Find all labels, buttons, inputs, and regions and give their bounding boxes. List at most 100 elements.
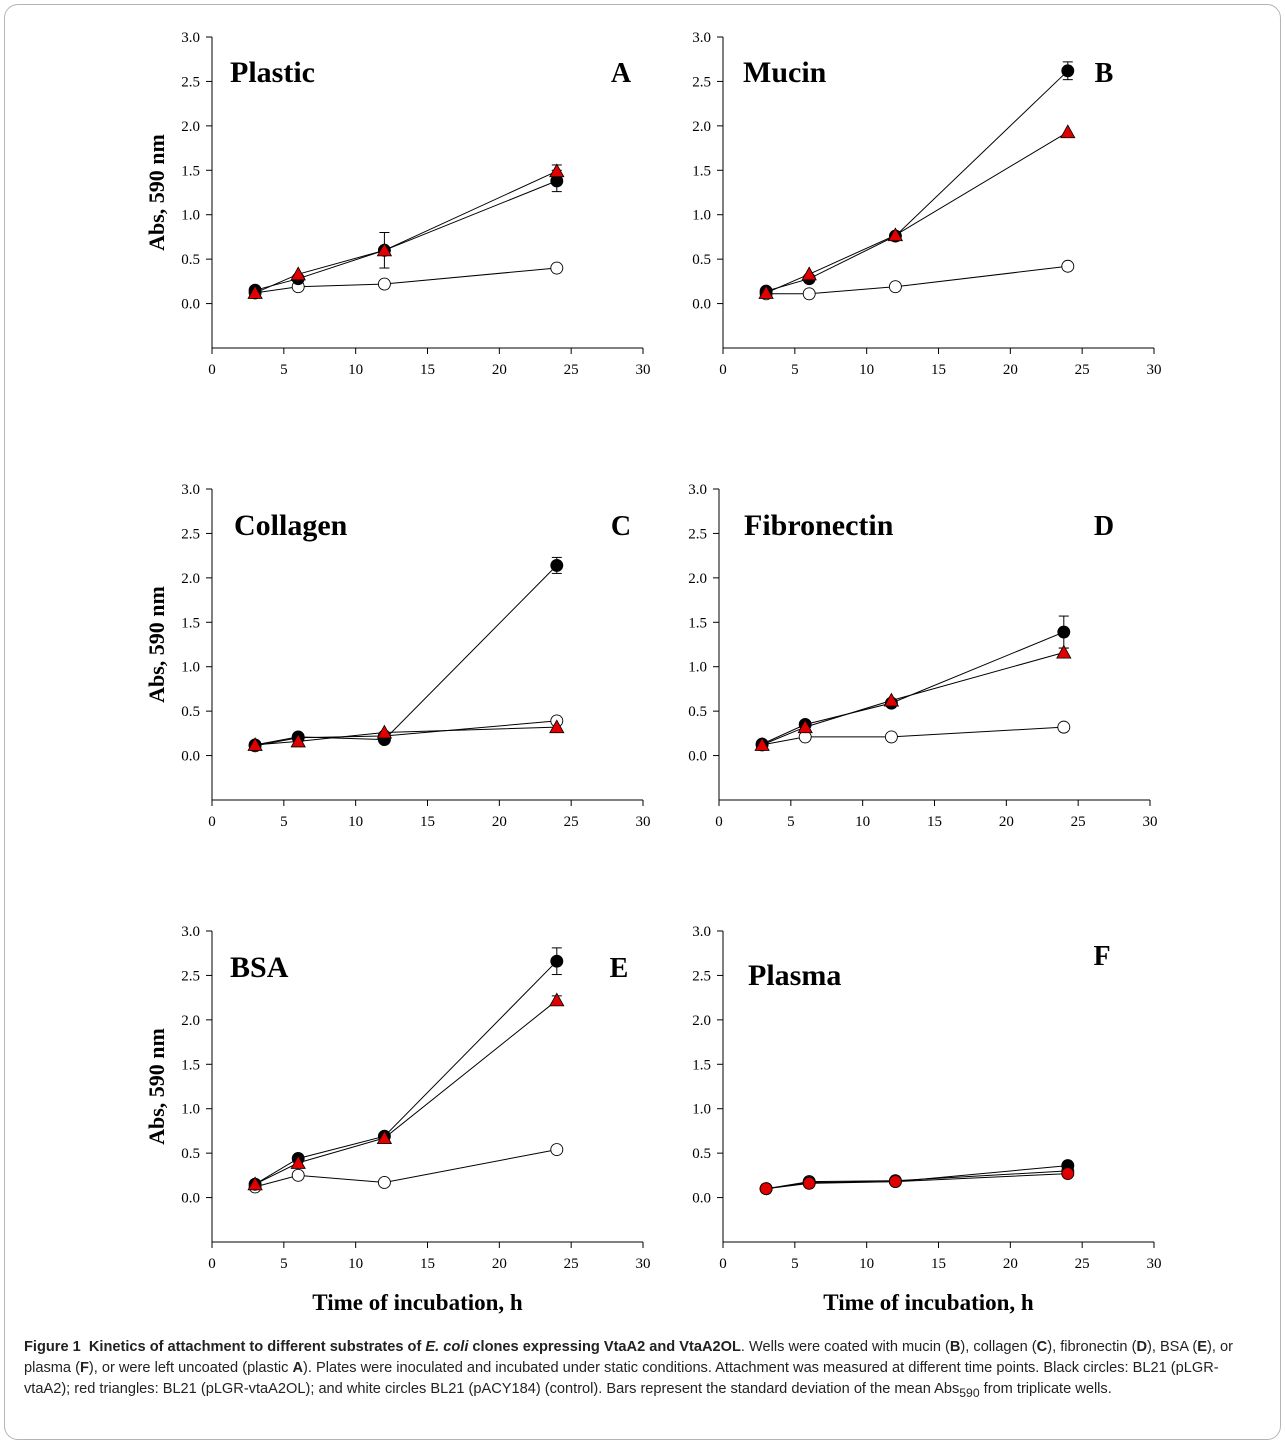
- panel-f-letter: F: [1093, 941, 1110, 972]
- panel-b-series-0-point: [1061, 259, 1075, 273]
- panel-a-y-tick-label: 0.5: [181, 252, 200, 268]
- panel-c-series-2-point: [290, 733, 306, 748]
- panel-b-y-tick-label: 2.5: [692, 74, 711, 90]
- panel-d-series-2-line: [761, 652, 1064, 746]
- panel-b-x-tick-label: 30: [1147, 362, 1162, 378]
- panel-c-series-1-point: [550, 558, 564, 572]
- panel-f-y-tick-label: 2.5: [692, 968, 711, 984]
- panel-d-x-tick-label: 10: [855, 814, 870, 830]
- panel-c-x-tick-label: 30: [636, 814, 651, 830]
- panel-b-series-2-point: [758, 285, 774, 299]
- figure-caption: Figure 1 Kinetics of attachment to diffe…: [24, 1337, 1264, 1404]
- panel-e-x-tick-label: 20: [492, 1256, 507, 1272]
- panel-e-series-0-point: [550, 1143, 564, 1157]
- panel-a-y-tick-label: 1.5: [181, 163, 200, 179]
- panel-d-y-tick-label: 3.0: [688, 482, 707, 498]
- panel-b-title: Mucin: [743, 56, 827, 89]
- panel-d-y-tick-label: 0.5: [688, 704, 707, 720]
- panel-e-y-tick-label: 2.5: [181, 968, 200, 984]
- panel-f-x-tick-label: 10: [859, 1256, 874, 1272]
- panel-d-series-2-point: [797, 719, 813, 734]
- panel-a-y-tick-label: 1.0: [181, 208, 200, 224]
- panel-d-series-0-point: [884, 730, 898, 744]
- caption-title-pre: Kinetics of attachment to different subs…: [88, 1339, 426, 1355]
- panel-d-x-tick-label: 30: [1143, 814, 1158, 830]
- panel-c-title: Collagen: [234, 509, 348, 542]
- panel-e-series-2-point: [247, 1176, 263, 1191]
- caption-text: ), collagen (: [960, 1339, 1037, 1355]
- panel-f-title: Plasma: [748, 959, 841, 992]
- panel-e-series-0-point: [377, 1176, 391, 1189]
- panel-e-y-tick-label: 3.0: [181, 924, 200, 940]
- panel-d-x-tick-label: 20: [999, 814, 1014, 830]
- panel-b-x-tick-label: 10: [859, 362, 874, 378]
- panel-e-y-axis-label: Abs, 590 nm: [144, 1028, 169, 1145]
- panel-a-x-tick-label: 10: [348, 362, 363, 378]
- panel-e-y-tick-label: 2.0: [181, 1013, 200, 1029]
- caption-text: ), or were left uncoated (plastic: [88, 1360, 293, 1376]
- panel-c-x-tick-label: 25: [564, 814, 579, 830]
- panel-c-y-tick-label: 2.0: [181, 571, 200, 587]
- panel-a-y-tick-label: 3.0: [181, 30, 200, 46]
- panel-c-x-tick-label: 20: [492, 814, 507, 830]
- panel-d-y-tick-label: 1.5: [688, 615, 707, 631]
- panel-a-series-2-point: [247, 285, 263, 299]
- panel-e-series-1-line: [254, 960, 558, 1185]
- panel-a-series-2-line: [254, 170, 558, 294]
- panel-b-y-tick-label: 1.0: [692, 208, 711, 224]
- panel-c-letter: C: [611, 511, 631, 542]
- panel-b-x-tick-label: 5: [791, 362, 799, 378]
- panel-a-x-tick-label: 5: [280, 362, 288, 378]
- panel-a-y-tick-label: 0.0: [181, 297, 200, 313]
- panel-f-series-2-point: [802, 1176, 816, 1190]
- panel-d-y-tick-label: 2.5: [688, 526, 707, 542]
- panel-c-y-tick-label: 0.5: [181, 704, 200, 720]
- panel-a-letter: A: [611, 58, 632, 89]
- panel-a-title: Plastic: [230, 56, 315, 89]
- panel-f-series-2-point: [759, 1182, 773, 1196]
- panel-b-y-tick-label: 1.5: [692, 163, 711, 179]
- panel-d-series-2-point: [1056, 644, 1072, 659]
- panel-b-series-0-point: [888, 280, 902, 294]
- panel-d-y-tick-label: 2.0: [688, 571, 707, 587]
- figure-panels: 0.0 0.5 1.0 1.5 2.0 2.5 3.0 0 5 10 15 20 25 30 Abs, 59…: [144, 30, 1162, 1315]
- panel-e-x-tick-label: 15: [420, 1256, 435, 1272]
- panel-c-series-1-line: [255, 565, 558, 746]
- caption-bold: D: [1136, 1339, 1147, 1355]
- panel-b-x-tick-label: 15: [931, 362, 946, 378]
- panel-a-y-tick-label: 2.0: [181, 119, 200, 135]
- panel-c-x-tick-label: 10: [348, 814, 363, 830]
- panel-c-y-tick-label: 3.0: [181, 482, 200, 498]
- panel-b-x-tick-label: 25: [1075, 362, 1090, 378]
- panel-c-y-tick-label: 0.0: [181, 749, 200, 765]
- panel-e-x-tick-label: 0: [208, 1256, 216, 1272]
- caption-bold: F: [79, 1360, 89, 1376]
- panel-c-series-2-point: [376, 724, 393, 739]
- caption-text: ), BSA (: [1146, 1339, 1198, 1355]
- panel-b-series-2-point: [887, 227, 904, 242]
- caption-text: ), or plasma (: [24, 1339, 1233, 1376]
- panel-d-series-2-point: [754, 737, 770, 751]
- panel-f-y-tick-label: 3.0: [692, 924, 711, 940]
- panel-a-series-0-point: [377, 277, 391, 291]
- caption-text: ). Plates were inoculated and incubated …: [24, 1360, 1219, 1397]
- panel-a-series-0-line: [255, 267, 557, 294]
- figure-frame: [4, 4, 1281, 1440]
- caption-bold: C: [1036, 1339, 1048, 1355]
- caption-label: Figure 1: [24, 1339, 81, 1355]
- panel-c-series-2-point: [549, 719, 565, 734]
- panel-d-series-0-line: [762, 726, 1064, 746]
- panel-f-x-tick-label: 20: [1003, 1256, 1018, 1272]
- panel-d-x-tick-label: 5: [787, 814, 795, 830]
- panel-d-series-0-point: [1057, 720, 1071, 734]
- panel-a-y-axis-label: Abs, 590 nm: [144, 134, 169, 251]
- panel-a-series-2-point: [549, 163, 565, 178]
- panel-e-x-tick-label: 25: [564, 1256, 579, 1272]
- panel-a-series-1-line: [254, 180, 557, 291]
- panel-f-y-tick-label: 0.5: [692, 1146, 711, 1162]
- panel-e-series-2-point: [376, 1130, 393, 1145]
- panel-d-title: Fibronectin: [744, 509, 894, 542]
- panel-a-x-tick-label: 25: [564, 362, 579, 378]
- panel-e-x-tick-label: 10: [348, 1256, 363, 1272]
- panel-b-x-tick-label: 0: [719, 362, 727, 378]
